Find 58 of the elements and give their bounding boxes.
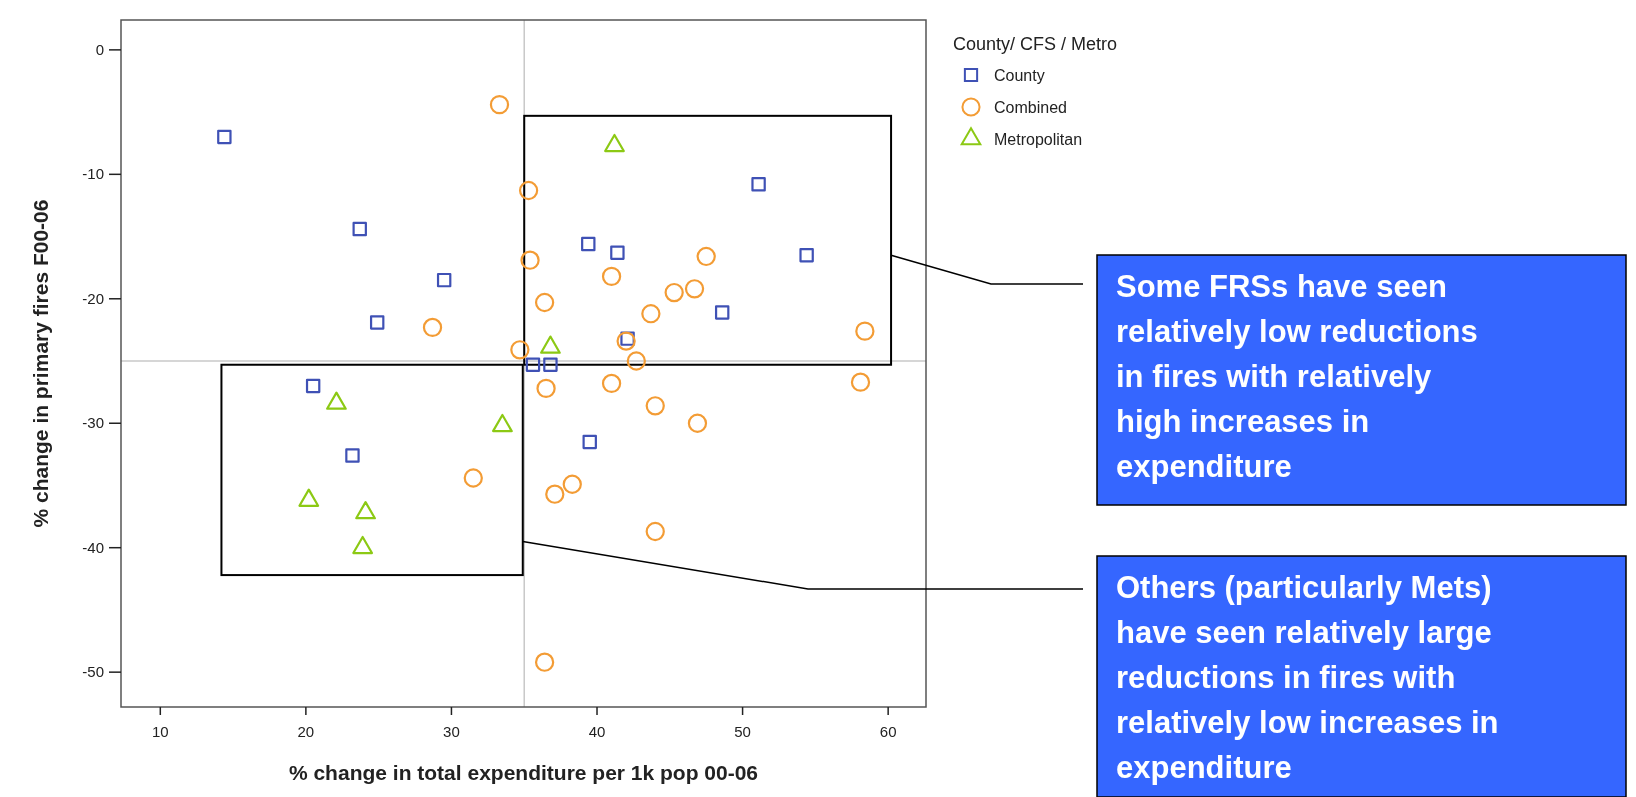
text: Others (particularly Mets) have seen relatively large reductions in fires with relatively low increases in expenditure: [1116, 570, 1499, 785]
x-tick-label: 40: [588, 723, 606, 740]
point: [641, 304, 661, 324]
point: [518, 180, 539, 201]
x-tick-label: 20: [297, 723, 315, 740]
point: [616, 331, 636, 351]
y-tick-label: -50: [82, 663, 104, 681]
y-tick-label: -10: [82, 165, 104, 183]
point: [751, 177, 766, 192]
point: [855, 321, 875, 341]
point: [582, 434, 597, 450]
legend-label: County: [994, 67, 1045, 84]
point: [422, 317, 443, 338]
point: [534, 652, 555, 672]
point: [696, 246, 716, 267]
point: [536, 378, 556, 399]
legend-title: County/ CFS / Metro: [953, 34, 1118, 54]
point: [217, 129, 232, 145]
point: [626, 351, 646, 371]
point: [534, 292, 555, 313]
point: [687, 413, 708, 433]
point: [684, 279, 705, 299]
point: [345, 448, 360, 463]
point: [645, 521, 665, 542]
point: [520, 250, 540, 270]
point: [545, 484, 565, 504]
point: [525, 357, 541, 372]
point: [581, 236, 596, 252]
point: [510, 340, 530, 360]
point: [601, 266, 622, 287]
point: [436, 272, 452, 288]
y-axis-title: % change in primary fires F00-06: [29, 199, 52, 528]
point: [714, 305, 730, 320]
x-tick-label: 30: [443, 723, 460, 740]
point: [645, 396, 665, 416]
legend-label: Combined: [994, 99, 1067, 116]
point: [489, 94, 510, 115]
point: [305, 378, 321, 394]
y-tick-label: 0: [95, 40, 104, 58]
point: [610, 245, 625, 260]
point: [850, 372, 871, 392]
point: [463, 468, 483, 488]
point: [664, 282, 684, 303]
point: [799, 248, 814, 263]
point: [543, 357, 558, 372]
point: [369, 315, 385, 330]
text: Some FRSs have seen relatively low reductions in fires with relatively high increases in expenditure: [1116, 269, 1478, 484]
x-axis-title: % change in total expenditure per 1k pop 00-06: [288, 761, 759, 784]
y-tick-label: -20: [82, 289, 104, 307]
legend-label: Metropolitan: [994, 131, 1083, 148]
point: [352, 221, 367, 237]
x-tick-label: 50: [734, 723, 751, 740]
x-tick-label: 10: [151, 723, 169, 740]
y-tick-label: -40: [82, 538, 104, 556]
y-tick-label: -30: [82, 414, 104, 432]
x-tick-label: 60: [879, 723, 897, 740]
point: [562, 474, 582, 494]
point: [601, 373, 622, 394]
